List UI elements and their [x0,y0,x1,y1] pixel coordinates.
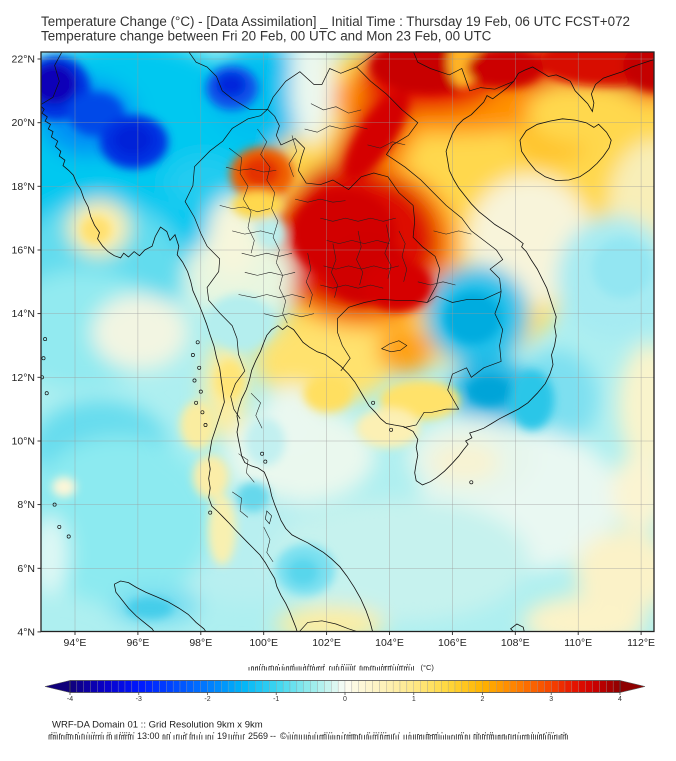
svg-text:-3: -3 [136,696,142,703]
svg-text:8°N: 8°N [17,499,35,511]
svg-text:10°N: 10°N [12,436,35,448]
svg-text:6°N: 6°N [17,563,35,575]
svg-text:4: 4 [618,696,622,703]
svg-text:18°N: 18°N [12,181,35,193]
svg-text:16°N: 16°N [12,245,35,257]
svg-text:1: 1 [412,696,416,703]
svg-text:19: 19 [217,731,227,741]
svg-text:14°N: 14°N [12,308,35,320]
svg-text:96°E: 96°E [126,637,149,649]
svg-text:22°N: 22°N [12,54,35,66]
svg-text:--: -- [270,731,276,741]
svg-text:108°E: 108°E [501,637,530,649]
svg-text:(°C): (°C) [421,663,435,672]
svg-text:-4: -4 [67,696,73,703]
svg-text:102°E: 102°E [312,637,341,649]
svg-text:104°E: 104°E [375,637,404,649]
svg-text:100°E: 100°E [249,637,278,649]
svg-text:106°E: 106°E [438,637,467,649]
svg-text:98°E: 98°E [189,637,212,649]
svg-text:4°N: 4°N [17,626,35,638]
svg-text:112°E: 112°E [627,637,655,649]
svg-text:-1: -1 [273,696,279,703]
svg-text:110°E: 110°E [564,637,592,649]
svg-text:2: 2 [481,696,485,703]
svg-text:©: © [280,731,287,741]
svg-text:12°N: 12°N [12,372,35,384]
svg-text:3: 3 [549,696,553,703]
svg-text:20°N: 20°N [12,117,35,129]
svg-text:13:00: 13:00 [137,731,160,741]
svg-text:2569: 2569 [248,731,268,741]
svg-text:Temperature change between Fri: Temperature change between Fri 20 Feb, 0… [41,29,492,44]
svg-text:94°E: 94°E [64,637,87,649]
svg-text:0: 0 [343,696,347,703]
svg-text:WRF-DA Domain 01 :: Grid Resol: WRF-DA Domain 01 :: Grid Resolution 9km … [52,720,263,731]
svg-text:Temperature Change (°C) - [Dat: Temperature Change (°C) - [Data Assimila… [41,14,630,29]
svg-text:-2: -2 [204,696,210,703]
